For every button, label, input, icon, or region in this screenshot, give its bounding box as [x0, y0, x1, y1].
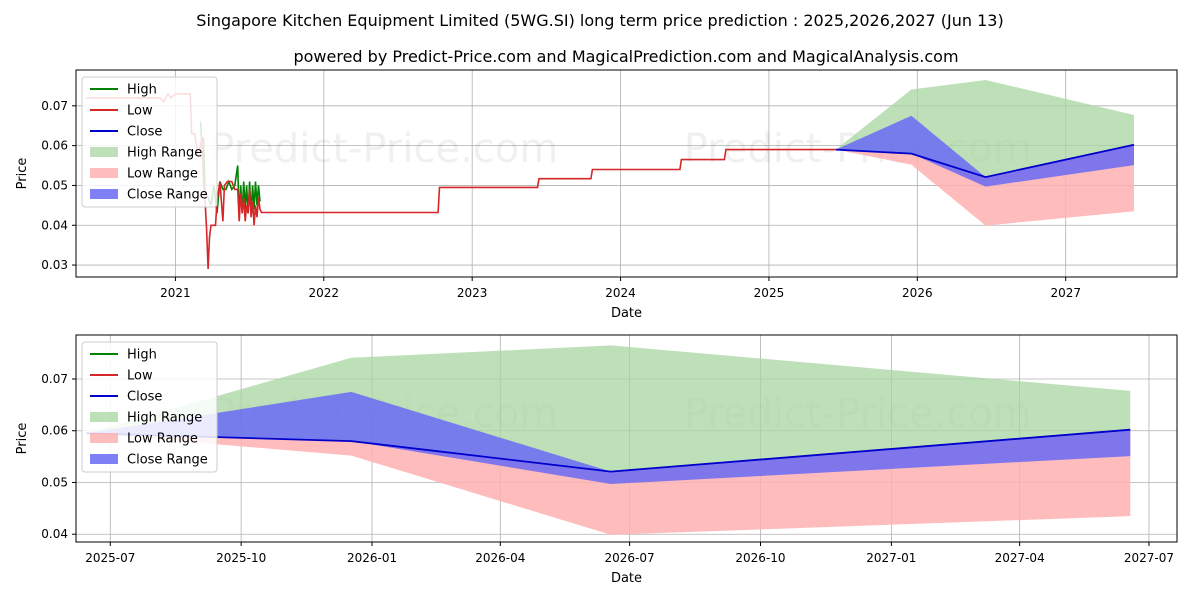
x-axis: 2025-07 2025-10 2026-01 2026-04 2026-07 2026-…	[85, 542, 1174, 565]
series-group	[86, 80, 1135, 270]
close-range-band	[86, 391, 1131, 484]
legend-label-close-range: Close Range	[127, 453, 208, 468]
x-tick-label: 2026-07	[605, 551, 655, 565]
chart-title: Singapore Kitchen Equipment Limited (5WG…	[196, 11, 1003, 30]
x-tick-label: 2027-07	[1124, 551, 1174, 565]
y-axis-label: Price	[15, 158, 30, 190]
legend-label-high: High	[127, 348, 157, 363]
x-tick-label: 2027-01	[866, 551, 916, 565]
x-tick-label: 2025-07	[85, 551, 135, 565]
y-tick-label: 0.05	[41, 178, 68, 192]
x-tick-label: 2027	[1050, 286, 1081, 300]
y-tick-label: 0.06	[41, 139, 68, 153]
y-tick-label: 0.04	[41, 218, 68, 232]
y-axis-label: Price	[15, 423, 30, 455]
y-tick-label: 0.05	[41, 475, 68, 489]
legend-label-close-range: Close Range	[127, 188, 208, 203]
x-tick-label: 2026	[902, 286, 933, 300]
legend-label-high-range: High Range	[127, 411, 202, 426]
top-chart-panel: Predict-Price.comPredict-Price.com202120…	[15, 69, 1178, 321]
x-tick-label: 2023	[457, 286, 488, 300]
axes-frame	[75, 69, 1178, 278]
x-tick-label: 2024	[605, 286, 636, 300]
x-axis: 2021 2022 2023 2024 2025 2026 2027	[160, 277, 1081, 300]
series-group	[86, 345, 1131, 535]
legend: High Low Close High Range Low Range Close Ran…	[81, 341, 218, 473]
y-tick-label: 0.04	[41, 527, 68, 541]
y-tick-label: 0.06	[41, 424, 68, 438]
y-tick-label: 0.07	[41, 372, 68, 386]
legend-label-high: High	[127, 83, 157, 98]
legend-label-low-range: Low Range	[127, 167, 198, 182]
x-axis-label: Date	[611, 306, 642, 321]
legend-label-low: Low	[127, 369, 153, 384]
chart-subtitle: powered by Predict-Price.com and Magical…	[293, 47, 958, 66]
close-line	[835, 143, 1135, 179]
legend: High Low Close High Range Low Range Close Ran…	[81, 76, 218, 208]
x-axis-label: Date	[611, 571, 642, 586]
x-tick-label: 2021	[160, 286, 191, 300]
y-tick-label: 0.03	[41, 258, 68, 272]
close-line	[86, 428, 1131, 473]
bottom-chart-panel: Predict-Price.comPredict-Price.com2025-0…	[15, 334, 1178, 586]
legend-label-close: Close	[127, 390, 162, 405]
x-tick-label: 2025	[754, 286, 785, 300]
legend-label-high-range: High Range	[127, 146, 202, 161]
legend-swatch-close-range	[90, 189, 118, 199]
legend-swatch-high-range	[90, 412, 118, 422]
y-tick-label: 0.07	[41, 99, 68, 113]
axes-frame	[75, 334, 1178, 543]
watermark-text: Predict-Price.com	[210, 126, 558, 172]
legend-label-low: Low	[127, 104, 153, 119]
x-tick-label: 2026-04	[475, 551, 525, 565]
x-tick-label: 2026-01	[347, 551, 397, 565]
close-range-band	[835, 115, 1134, 187]
legend-label-low-range: Low Range	[127, 432, 198, 447]
x-tick-label: 2026-10	[735, 551, 785, 565]
x-tick-label: 2022	[309, 286, 340, 300]
legend-swatch-close-range	[90, 454, 118, 464]
x-tick-label: 2025-10	[216, 551, 266, 565]
legend-swatch-high-range	[90, 147, 118, 157]
legend-label-close: Close	[127, 125, 162, 140]
y-axis: 0.03 0.04 0.05 0.06 0.07	[41, 99, 76, 272]
x-tick-label: 2027-04	[995, 551, 1045, 565]
y-axis: 0.04 0.05 0.06 0.07	[41, 372, 76, 541]
legend-swatch-low-range	[90, 433, 118, 443]
legend-swatch-low-range	[90, 168, 118, 178]
